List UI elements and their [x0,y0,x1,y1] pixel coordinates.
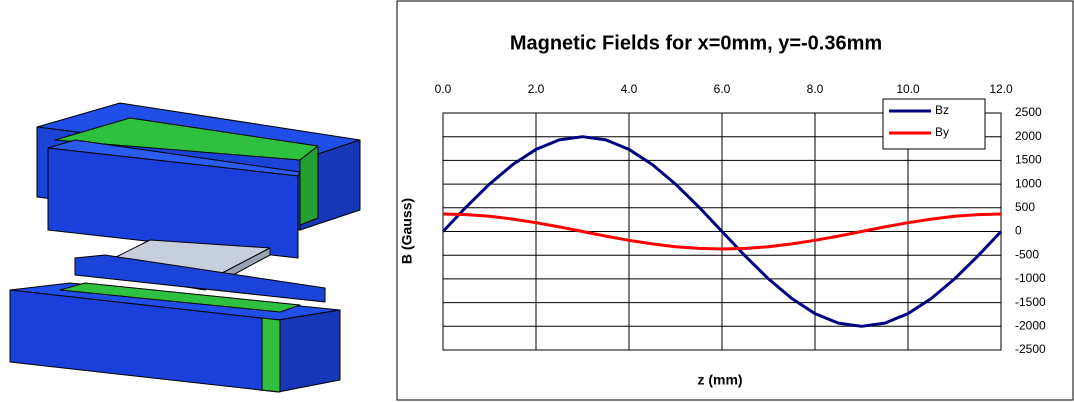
x-axis-title: z (mm) [697,372,742,388]
y-tick-label: 1000 [1015,176,1042,190]
x-tick-label: 10.0 [896,82,920,96]
x-tick-label: 12.0 [989,82,1013,96]
y-axis-title: B (Gauss) [399,198,415,264]
y-tick-label: 1500 [1015,153,1042,167]
bottom-green-face [262,318,280,392]
legend-box [883,99,985,149]
x-tick-label: 0.0 [435,82,452,96]
y-tick-label: 2000 [1015,129,1042,143]
green-slab-side [300,146,318,225]
y-tick-label: -1000 [1015,271,1046,285]
x-tick-label: 2.0 [528,82,545,96]
page: Magnetic Fields for x=0mm, y=-0.36mm z (… [0,0,1074,402]
y-tick-label: -2500 [1015,342,1046,356]
x-tick-label: 6.0 [714,82,731,96]
y-tick-label: 0 [1015,224,1022,238]
y-tick-label: -500 [1015,247,1039,261]
y-tick-label: -2000 [1015,318,1046,332]
chart-title: Magnetic Fields for x=0mm, y=-0.36mm [510,32,882,54]
legend-label: Bz [935,103,949,117]
legend-label: By [935,125,949,139]
magnet-illustration [10,103,360,392]
y-tick-label: 2500 [1015,105,1042,119]
y-tick-label: -1500 [1015,295,1046,309]
x-tick-label: 8.0 [807,82,824,96]
y-tick-label: 500 [1015,200,1035,214]
bottom-side-face [278,310,340,392]
x-tick-label: 4.0 [621,82,638,96]
